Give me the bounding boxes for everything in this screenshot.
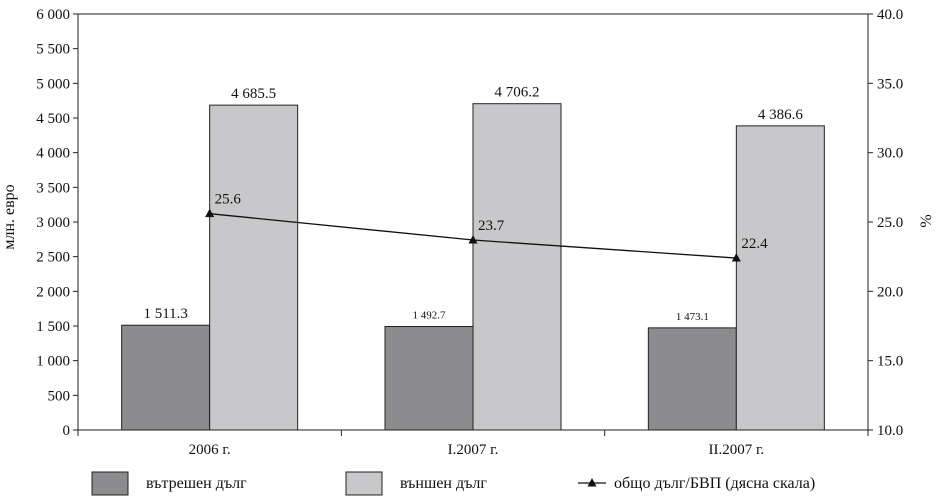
y-tick-label: 500 [48,388,71,404]
domestic-debt-value-label: 1 473.1 [676,311,709,323]
data-labels: 1 511.3 4 685.5 1 492.7 4 706.2 1 473.1 4 386… [143,85,803,323]
domestic-debt-bar [384,326,474,431]
y-tick-label: 1 000 [36,354,70,370]
y-tick-label: 3 500 [36,180,70,196]
external-debt-value-label: 4 386.6 [758,107,804,123]
y-tick-label: 0 [63,423,71,439]
y-tick-label: 2 000 [36,284,70,300]
y-tick-label: 4 500 [36,111,70,127]
domestic-debt-value-label: 1 511.3 [143,306,187,322]
y-tick-label: 1 500 [36,319,70,335]
external-debt-value-label: 4 685.5 [231,86,276,102]
y2-axis-title: % [918,214,935,227]
y-tick-label: 4 000 [36,146,70,162]
y-tick-label: 2 500 [36,250,70,266]
y-tick-label: 5 500 [36,42,70,58]
y2-tick-label: 40.0 [877,7,903,23]
external-debt-value-label: 4 706.2 [495,85,540,101]
axes: 0 500 1 000 1 500 2 000 2 500 3 000 3 500 4 000 4… [36,7,903,458]
legend-label-external: външен дълг [400,475,487,492]
y2-tick-label: 15.0 [877,354,903,370]
y-tick-label: 5 000 [36,76,70,92]
ratio-marker [205,208,215,218]
y2-tick-label: 25.0 [877,215,903,231]
ratio-marker [731,253,741,262]
domestic-debt-value-label: 1 492.7 [413,310,447,322]
x-tick-label: II.2007 г. [708,442,764,458]
external-debt-bar [735,125,825,431]
y-tick-label: 6 000 [36,7,70,23]
bars [121,103,825,431]
legend-label-ratio: общо дълг/БВП (дясна скала) [614,475,815,492]
legend: вътрешен дълг външен дълг общо дълг/БВП (д… [91,471,815,496]
legend-swatch-domestic [91,471,129,496]
ratio-value-label: 25.6 [215,192,242,208]
y-axis-title: млн. евро [1,184,18,249]
x-tick-label: I.2007 г. [448,442,499,458]
ratio-value-label: 22.4 [741,236,768,252]
domestic-debt-bar [121,324,211,431]
legend-label-domestic: вътрешен дълг [146,475,247,492]
ratio-marker [468,235,478,244]
y-tick-label: 3 000 [36,215,70,231]
y2-tick-label: 20.0 [877,284,903,300]
ratio-line-layer [205,208,741,262]
legend-marker-ratio [587,478,597,487]
x-tick-label: 2006 г. [189,442,231,458]
legend-swatch-external [345,471,383,496]
y2-tick-label: 10.0 [877,423,903,439]
external-debt-bar [209,104,299,431]
y2-tick-label: 30.0 [877,146,903,162]
ratio-value-label: 23.7 [478,218,505,234]
domestic-debt-bar [647,327,737,431]
y2-tick-label: 35.0 [877,76,903,92]
external-debt-bar [472,103,562,431]
